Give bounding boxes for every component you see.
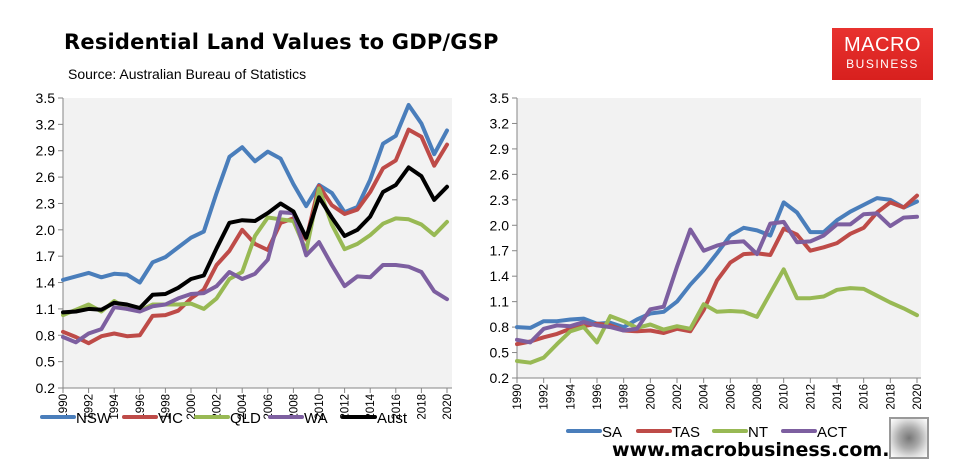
legend-label-wa: WA (304, 410, 328, 427)
x-tick-label: 2000 (186, 394, 198, 420)
chart-1: 3.5 3.2 2.9 2.6 2.3 2.0 1.7 1.4 1.1 0.8 0.5 0.21990… (36, 90, 454, 427)
x-tick-label: 1992 (539, 384, 551, 410)
x-tick-label: 1996 (135, 394, 147, 420)
x-tick-label: 2016 (859, 384, 871, 410)
x-tick-label: 2018 (416, 394, 428, 420)
x-tick-label: 1990 (58, 394, 70, 420)
y-tick-label: 2.3 (490, 192, 510, 208)
legend-label-nsw: NSW (76, 410, 112, 427)
x-tick-label: 2020 (912, 384, 924, 410)
chart-source: Source: Australian Bureau of Statistics (68, 66, 307, 82)
y-tick-label: 0.8 (490, 319, 510, 335)
plot-area (517, 98, 921, 378)
y-tick-label: 2.9 (490, 141, 510, 157)
series-line-aust (61, 165, 449, 315)
y-tick-label: 2.9 (36, 143, 56, 159)
y-tick-label: 0.5 (490, 345, 510, 361)
x-tick-label: 2008 (288, 394, 300, 420)
y-tick-label: 1.4 (36, 275, 56, 291)
x-tick-label: 2006 (263, 394, 275, 420)
y-tick-label: 1.1 (36, 301, 56, 317)
y-tick-label: 3.5 (490, 90, 510, 106)
x-tick-label: 2010 (314, 394, 326, 420)
x-tick-label: 1998 (160, 394, 172, 420)
y-tick-label: 1.4 (490, 268, 510, 284)
x-tick-label: 2010 (779, 384, 791, 410)
x-tick-label: 2008 (752, 384, 764, 410)
logo-line1: MACRO (844, 34, 921, 56)
x-tick-label: 2002 (672, 384, 684, 410)
legend-label-vic: VIC (158, 410, 183, 427)
series-line-sa (515, 196, 919, 330)
y-tick-label: 1.7 (490, 243, 510, 259)
y-tick-label: 2.3 (36, 195, 56, 211)
x-tick-label: 2002 (212, 394, 224, 420)
legend-label-act: ACT (817, 424, 847, 441)
y-tick-label: 3.2 (36, 116, 56, 132)
x-tick-label: 2018 (885, 384, 897, 410)
legend-label-qld: QLD (230, 410, 261, 427)
series-line-wa (61, 210, 449, 345)
x-tick-label: 2012 (805, 384, 817, 410)
x-tick-label: 1992 (84, 394, 96, 420)
y-tick-label: 2.0 (36, 222, 56, 238)
x-tick-label: 1994 (565, 383, 577, 409)
series-line-vic (61, 127, 449, 346)
x-tick-label: 2016 (391, 394, 403, 420)
wolf-logo-icon (889, 417, 929, 459)
y-tick-label: 3.2 (490, 115, 510, 131)
x-tick-label: 2000 (645, 384, 657, 410)
legend-label-tas: TAS (672, 424, 700, 441)
y-tick-label: 1.7 (36, 248, 56, 264)
macrobusiness-logo: MACRO BUSINESS (832, 28, 933, 80)
y-tick-label: 0.2 (36, 380, 56, 396)
x-tick-label: 2004 (699, 383, 711, 409)
x-tick-label: 1990 (512, 384, 524, 410)
x-tick-label: 2014 (365, 393, 377, 419)
chart-title: Residential Land Values to GDP/GSP (64, 30, 499, 54)
y-tick-label: 2.6 (490, 166, 510, 182)
x-tick-label: 2006 (725, 384, 737, 410)
x-tick-label: 2014 (832, 383, 844, 409)
x-tick-label: 2012 (340, 394, 352, 420)
legend-label-sa: SA (602, 424, 622, 441)
x-tick-label: 1998 (619, 384, 631, 410)
y-tick-label: 1.1 (490, 294, 510, 310)
logo-line2: BUSINESS (846, 57, 919, 71)
legend-label-aust: Aust (377, 410, 408, 427)
x-tick-label: 2020 (442, 394, 454, 420)
series-line-nt (515, 267, 919, 365)
x-tick-label: 2004 (237, 393, 249, 419)
y-tick-label: 2.0 (490, 217, 510, 233)
website-url: www.macrobusiness.com.au (612, 439, 916, 461)
y-tick-label: 0.8 (36, 327, 56, 343)
chart-2: 3.5 3.2 2.9 2.6 2.3 2.0 1.7 1.4 1.1 0.8 0.5 0.21990… (490, 90, 924, 441)
series-line-nsw (61, 103, 449, 285)
y-tick-label: 0.5 (36, 354, 56, 370)
series-line-act (515, 211, 919, 345)
legend-label-nt: NT (748, 424, 768, 441)
y-tick-label: 0.2 (490, 370, 510, 386)
x-tick-label: 1996 (592, 384, 604, 410)
y-tick-label: 2.6 (36, 169, 56, 185)
y-tick-label: 3.5 (36, 90, 56, 106)
x-tick-label: 1994 (109, 393, 121, 419)
